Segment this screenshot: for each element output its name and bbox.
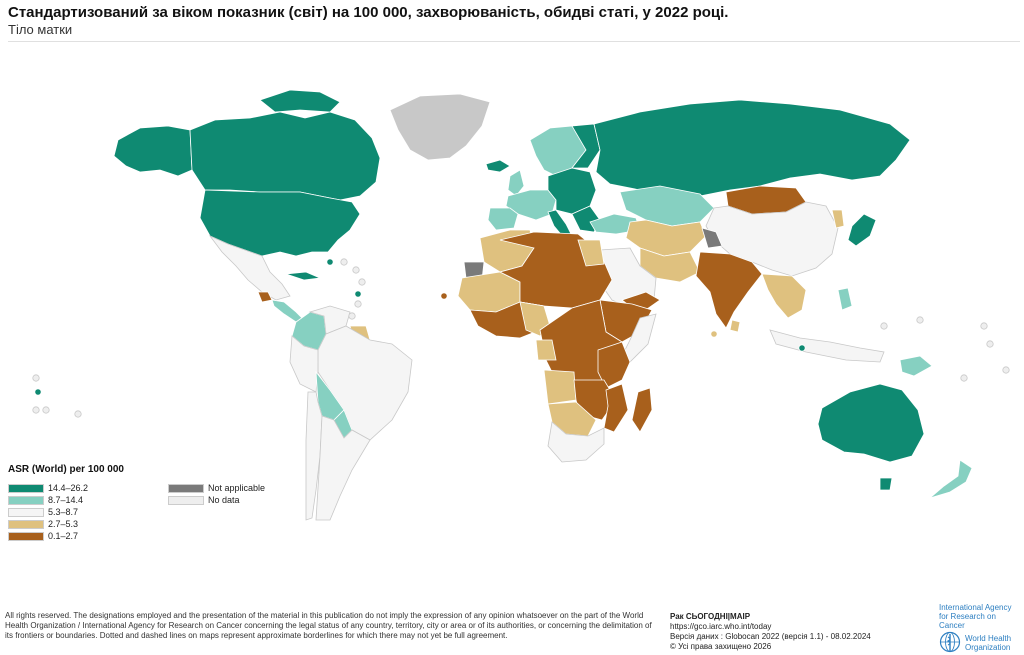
page-subtitle: Тіло матки: [8, 22, 73, 37]
island-marker[interactable]: [348, 312, 356, 320]
country-tasmania[interactable]: [879, 477, 893, 491]
legend-swatch: [8, 496, 44, 505]
island-marker[interactable]: [74, 410, 82, 418]
island-marker[interactable]: [986, 340, 994, 348]
legend-swatch: [8, 484, 44, 493]
country-gabon[interactable]: [535, 339, 557, 361]
island-marker[interactable]: [340, 258, 348, 266]
country-brazil[interactable]: [317, 325, 413, 441]
island-marker[interactable]: [916, 316, 924, 324]
country-uk[interactable]: [507, 169, 525, 197]
country-japan[interactable]: [847, 213, 877, 247]
legend-swatch: [8, 508, 44, 517]
legend-label: 2.7–5.3: [48, 519, 79, 529]
island-marker[interactable]: [1002, 366, 1010, 374]
island-marker[interactable]: [354, 300, 362, 308]
legend-label: Not applicable: [208, 483, 266, 493]
island-marker[interactable]: [440, 292, 448, 300]
island-marker[interactable]: [980, 322, 988, 330]
country-central-america[interactable]: [271, 299, 305, 323]
country-mexico[interactable]: [208, 235, 291, 301]
island-marker[interactable]: [42, 406, 50, 414]
legend-swatch: [8, 532, 44, 541]
region-asia: [593, 99, 911, 277]
island-marker[interactable]: [880, 322, 888, 330]
legend-label: 0.1–2.7: [48, 531, 79, 541]
who-logo: World Health Organization: [939, 631, 1023, 653]
country-south-africa[interactable]: [547, 421, 605, 463]
small-territories: [32, 258, 1010, 418]
legend-swatch: [8, 520, 44, 529]
country-egypt[interactable]: [577, 239, 605, 267]
country-east-africa[interactable]: [597, 341, 631, 389]
country-philippines[interactable]: [837, 287, 853, 311]
credits-copyright: © Усі права захищено 2026: [670, 642, 772, 651]
country-iceland[interactable]: [485, 159, 511, 173]
region-south-america: [289, 305, 413, 521]
credits-version: Версія даних : Globocan 2022 (версія 1.1…: [670, 632, 871, 641]
country-sri-lanka[interactable]: [729, 319, 741, 333]
iarc-logo-line2: for Research on Cancer: [939, 612, 996, 630]
legend-label: No data: [208, 495, 240, 505]
country-australia[interactable]: [817, 383, 925, 463]
world-map: [32, 89, 1010, 521]
country-central-asia[interactable]: [625, 219, 707, 257]
legend-title: ASR (World) per 100 000: [8, 464, 124, 475]
country-angola[interactable]: [543, 369, 577, 405]
country-chile[interactable]: [305, 391, 323, 521]
island-marker[interactable]: [32, 406, 40, 414]
country-korea[interactable]: [831, 209, 845, 229]
region-north-america: [113, 89, 491, 323]
island-marker[interactable]: [798, 344, 806, 352]
country-greenland[interactable]: [389, 93, 491, 161]
country-russia[interactable]: [593, 99, 911, 197]
credits-block: Рак СЬОГОДНІ|МАІР https://gco.iarc.who.i…: [670, 612, 930, 652]
country-cuba[interactable]: [285, 271, 322, 281]
credits-url[interactable]: https://gco.iarc.who.int/today: [670, 622, 772, 631]
page-title: Стандартизований за віком показник (світ…: [8, 4, 729, 21]
header-divider: [8, 41, 1020, 42]
who-logo-line2: Organization: [965, 643, 1011, 652]
country-png[interactable]: [899, 355, 933, 377]
disclaimer-text: All rights reserved. The designations em…: [5, 611, 652, 640]
who-logo-text: World Health Organization: [965, 634, 1011, 652]
island-marker[interactable]: [326, 258, 334, 266]
country-iberia[interactable]: [487, 207, 519, 231]
legend-label: 5.3–8.7: [48, 507, 79, 517]
island-marker[interactable]: [352, 266, 360, 274]
country-argentina[interactable]: [315, 415, 371, 521]
country-india[interactable]: [695, 251, 763, 329]
country-canada[interactable]: [189, 111, 381, 201]
who-emblem-icon: [939, 631, 961, 653]
country-canada-islands[interactable]: [259, 89, 341, 113]
country-new-zealand[interactable]: [929, 459, 973, 499]
country-china[interactable]: [705, 201, 839, 277]
credits-title: Рак СЬОГОДНІ|МАІР: [670, 612, 751, 621]
country-indonesia[interactable]: [769, 329, 885, 363]
country-madagascar[interactable]: [631, 387, 653, 433]
island-marker[interactable]: [358, 278, 366, 286]
country-afghanistan[interactable]: [701, 227, 723, 249]
country-alaska[interactable]: [113, 125, 193, 177]
country-mozambique[interactable]: [603, 383, 629, 433]
legend-label: 14.4–26.2: [48, 483, 89, 493]
island-marker[interactable]: [354, 290, 362, 298]
region-oceania: [817, 383, 973, 499]
region-south-asia: [597, 247, 933, 377]
country-southeast-asia[interactable]: [761, 273, 807, 319]
island-marker[interactable]: [710, 330, 718, 338]
island-marker[interactable]: [32, 374, 40, 382]
legend-swatch: [168, 496, 204, 505]
region-africa: [457, 229, 657, 463]
region-europe: [485, 123, 641, 239]
who-logo-line1: World Health: [965, 634, 1012, 643]
iarc-logo-line1: International Agency: [939, 603, 1012, 612]
legend-label: 8.7–14.4: [48, 495, 84, 505]
island-marker[interactable]: [960, 374, 968, 382]
iarc-logo: International Agency for Research on Can…: [939, 603, 1021, 630]
legend-swatch: [168, 484, 204, 493]
island-marker[interactable]: [34, 388, 42, 396]
